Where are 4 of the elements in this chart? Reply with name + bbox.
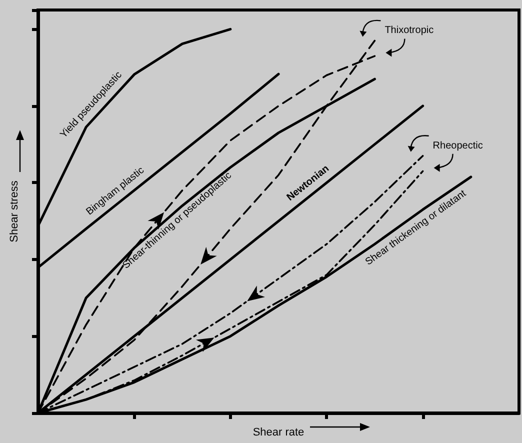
x-axis-title: Shear rate bbox=[252, 426, 304, 438]
y-axis-title: Shear stress bbox=[8, 180, 20, 242]
annotation: Rheopectic bbox=[432, 140, 483, 152]
annotation: Thixotropic bbox=[384, 25, 434, 36]
